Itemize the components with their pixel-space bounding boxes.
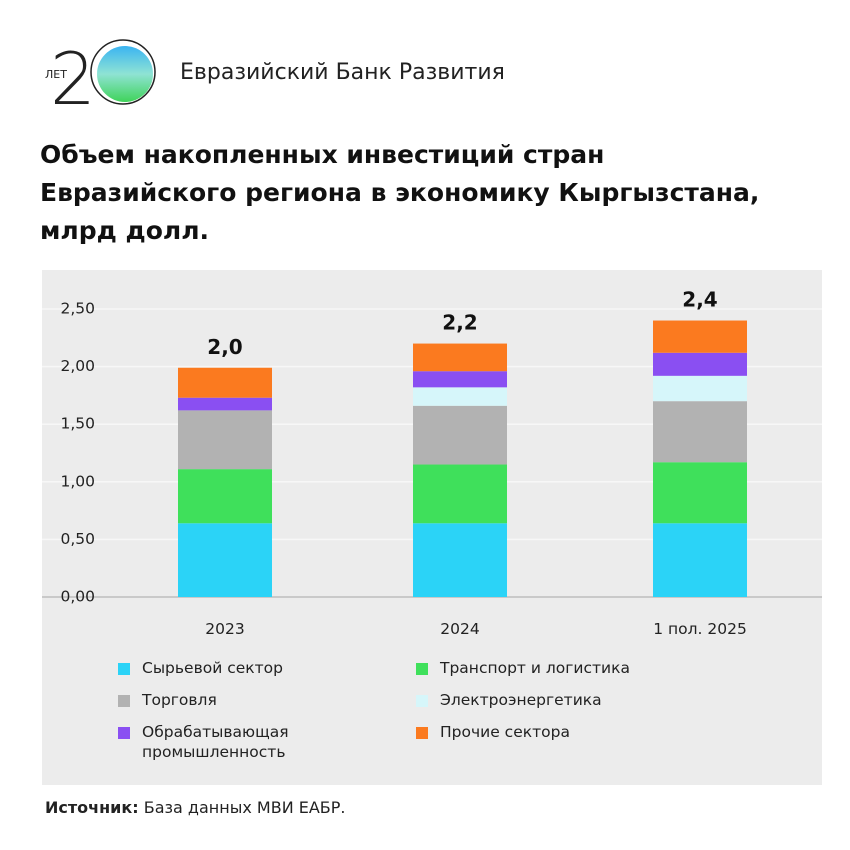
logo-digit: 2 (50, 37, 96, 111)
legend-label: Прочие сектора (440, 723, 570, 741)
bar-segment (413, 523, 507, 597)
y-tick-label: 1,00 (60, 472, 95, 490)
bar-segment (178, 397, 272, 411)
bar-segment (178, 367, 272, 398)
org-name: Евразийский Банк Развития (180, 60, 505, 85)
bar-segment (653, 320, 747, 353)
logo-ring (90, 39, 156, 105)
logo-circle (97, 46, 153, 102)
legend-label: Сырьевой сектор (142, 659, 283, 677)
x-tick-label: 2024 (440, 620, 479, 638)
legend-label: Торговля (142, 691, 217, 709)
legend-swatch (416, 695, 428, 707)
total-label: 2,2 (442, 311, 477, 335)
bar-segment (653, 375, 747, 402)
legend-swatch (416, 663, 428, 675)
bar-segment (413, 343, 507, 372)
total-label: 2,0 (207, 335, 242, 359)
legend-label: Обрабатывающая промышленность (142, 723, 289, 761)
legend-label: Электроэнергетика (440, 691, 602, 709)
bar-segment (413, 405, 507, 465)
source-text: База данных МВИ ЕАБР. (143, 798, 346, 817)
bar-segment (178, 523, 272, 597)
bar-segment (413, 387, 507, 406)
chart-title: Объем накопленных инвестиций стран Евраз… (40, 140, 760, 245)
y-tick-label: 1,50 (60, 415, 95, 433)
legend-swatch (118, 695, 130, 707)
bar-segment (178, 410, 272, 470)
bar-segment (653, 401, 747, 463)
y-tick-label: 0,50 (60, 530, 95, 548)
bar-segment (413, 371, 507, 388)
bar-segment (653, 352, 747, 376)
bar-segment (653, 462, 747, 524)
source-label: Источник: (45, 798, 139, 817)
logo-label: ЛЕТ (45, 68, 67, 81)
logo: ЛЕТ 2 (45, 37, 156, 111)
chart: 0,00 0,50 1,00 1,50 2,00 2,50 2,0 2023 2,2 2024 2,… (42, 270, 822, 785)
x-tick-label: 1 пол. 2025 (653, 620, 747, 638)
y-tick-label: 2,50 (60, 300, 95, 318)
source: Источник: База данных МВИ ЕАБР. (45, 798, 346, 817)
y-tick-label: 0,00 (60, 588, 95, 606)
y-tick-label: 2,00 (60, 357, 95, 375)
legend-label: Транспорт и логистика (440, 659, 630, 677)
bar-segment (653, 523, 747, 597)
bar-segment (178, 469, 272, 524)
legend-swatch (118, 727, 130, 739)
bar-segment (413, 464, 507, 524)
legend-swatch (416, 727, 428, 739)
legend-swatch (118, 663, 130, 675)
x-tick-label: 2023 (205, 620, 244, 638)
total-label: 2,4 (682, 288, 717, 312)
